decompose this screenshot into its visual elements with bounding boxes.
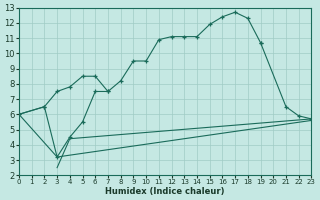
X-axis label: Humidex (Indice chaleur): Humidex (Indice chaleur) [105,187,225,196]
